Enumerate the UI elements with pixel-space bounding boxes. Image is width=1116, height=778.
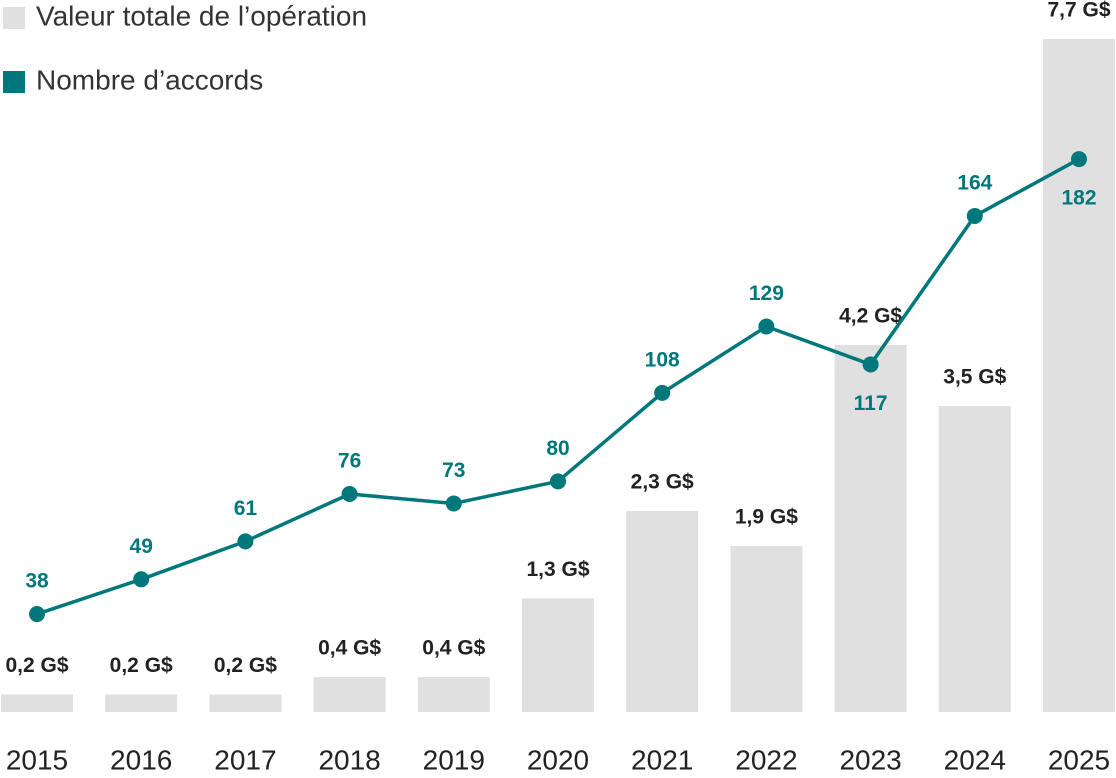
bar: [1, 694, 73, 712]
point: [758, 318, 775, 335]
bar-label: 0,2 G$: [5, 654, 68, 677]
x-tick-label: 2021: [631, 744, 693, 775]
bar: [522, 598, 594, 712]
bar-label: 4,2 G$: [839, 304, 902, 327]
x-tick-label: 2023: [839, 744, 901, 775]
bar: [834, 344, 907, 712]
x-tick-label: 2019: [423, 744, 485, 775]
x-tick-label: 2017: [214, 744, 276, 775]
legend-label: Nombre d’accords: [36, 64, 263, 95]
bar-label: 0,2 G$: [110, 654, 173, 677]
line: [36, 157, 1080, 616]
bar: [209, 694, 282, 712]
bar-label: 1,9 G$: [735, 505, 798, 528]
bar-label: 0,2 G$: [214, 654, 277, 677]
point: [341, 485, 358, 502]
line-label: 182: [1061, 187, 1096, 210]
point: [654, 384, 671, 401]
bar: [105, 694, 178, 712]
line-label: 108: [645, 348, 680, 371]
bar: [1043, 39, 1115, 712]
point: [862, 356, 879, 373]
bar-label: 2,3 G$: [631, 471, 694, 494]
line-label: 61: [234, 497, 258, 520]
x-tick-label: 2025: [1048, 744, 1110, 775]
line-label: 73: [442, 459, 465, 482]
bar: [417, 677, 490, 712]
bar: [730, 545, 803, 712]
bar: [938, 406, 1011, 712]
x-tick-label: 2016: [110, 744, 172, 775]
bar: [626, 510, 699, 712]
point: [1071, 151, 1087, 168]
legend-swatch: [3, 7, 25, 29]
legend-swatch: [3, 71, 25, 93]
line-label: 129: [749, 282, 784, 305]
bar-label: 7,7 G$: [1047, 0, 1110, 22]
line-label: 117: [854, 392, 888, 415]
legend-label: Valeur totale de l’opération: [36, 0, 367, 31]
line-label: 164: [957, 171, 992, 194]
bar-label: 0,4 G$: [318, 637, 381, 660]
x-tick-label: 2015: [6, 744, 68, 775]
line-label: 49: [130, 535, 153, 558]
point: [966, 207, 983, 224]
bar-label: 0,4 G$: [422, 637, 485, 660]
line-label: 38: [25, 570, 49, 593]
point: [237, 533, 254, 550]
bar: [313, 677, 386, 712]
x-tick-label: 2018: [318, 744, 380, 775]
line-label: 76: [338, 450, 361, 473]
point: [445, 495, 462, 512]
point: [133, 571, 150, 588]
bar-label: 3,5 G$: [943, 366, 1006, 389]
bar-label: 1,3 G$: [526, 558, 589, 581]
x-tick-label: 2024: [944, 744, 1006, 775]
x-tick-label: 2020: [527, 744, 589, 775]
x-tick-label: 2022: [735, 744, 797, 775]
point: [29, 606, 45, 623]
line-label: 80: [546, 437, 569, 460]
point: [550, 473, 566, 490]
